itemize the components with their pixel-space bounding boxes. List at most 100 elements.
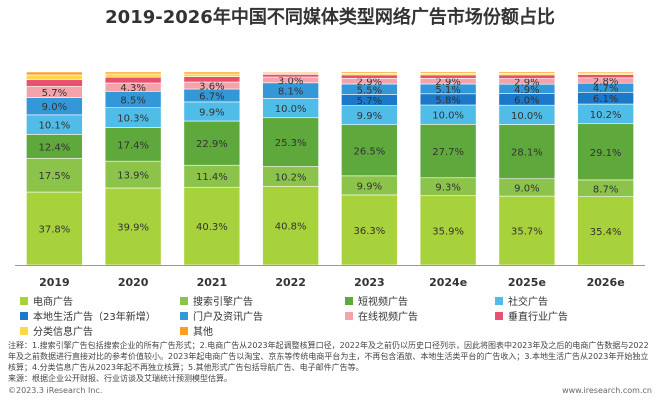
data-label: 4.7% (593, 84, 618, 95)
x-tick-label: 2023 (354, 276, 385, 289)
legend-label: 分类信息广告 (33, 325, 93, 338)
x-tick-label: 2026e (587, 276, 625, 289)
legend-swatch (495, 297, 503, 305)
data-label: 5.7% (357, 96, 382, 107)
data-label: 35.4% (590, 227, 622, 238)
bar-segment (577, 74, 634, 79)
data-label: 3.0% (278, 76, 303, 87)
notes: 注释：1.搜索引擎广告包括搜索企业的所有广告形式；2.电商广告从2023年起调整… (8, 340, 653, 384)
data-label: 13.9% (117, 171, 149, 182)
data-label: 27.7% (432, 147, 464, 158)
bar-segment (104, 71, 162, 75)
data-label: 6.1% (593, 94, 618, 105)
data-label: 8.1% (278, 87, 303, 98)
bar-segment (104, 76, 162, 84)
data-label: 9.0% (514, 183, 539, 194)
bar-segment (26, 79, 83, 87)
legend-swatch (180, 312, 188, 320)
data-label: 12.4% (38, 142, 70, 153)
data-label: 28.1% (511, 148, 543, 159)
bar-segment (341, 74, 398, 79)
chart-title: 2019-2026年中国不同媒体类型网络广告市场份额占比 (105, 6, 555, 28)
data-label: 10.2% (590, 110, 622, 121)
bar-segment (26, 71, 83, 76)
note-text: 注释：1.搜索引擎广告包括搜索企业的所有广告形式；2.电商广告从2023年起调整… (8, 341, 649, 372)
data-label: 10.2% (275, 172, 307, 183)
bar-segment (104, 127, 162, 162)
bar-segment (104, 73, 162, 78)
legend-swatch (495, 312, 503, 320)
legend-label: 其他 (193, 325, 213, 338)
data-label: 2.9% (357, 77, 382, 88)
legend-swatch (345, 297, 353, 305)
data-label: 9.9% (357, 181, 382, 192)
data-label: 9.9% (199, 107, 224, 118)
bar-segment (26, 191, 83, 266)
bar-segment (262, 117, 319, 167)
bar-segment (183, 186, 241, 266)
data-label: 10.0% (275, 104, 307, 115)
legend-swatch (345, 312, 353, 320)
bar-segment (341, 124, 398, 177)
data-label: 17.5% (38, 171, 70, 182)
bar-segment (341, 71, 398, 74)
bar-segment (419, 71, 477, 74)
bar-segment (104, 187, 162, 266)
legend-label: 垂直行业广告 (508, 310, 568, 323)
bar-segment (419, 124, 477, 179)
data-label: 4.3% (120, 83, 145, 94)
legend-label: 门户及资讯广告 (193, 310, 263, 323)
website: www.iresearch.com.cn (562, 386, 652, 395)
bar-segment (262, 74, 319, 78)
data-label: 5.7% (42, 88, 67, 99)
data-label: 9.3% (435, 183, 460, 194)
legend-label: 短视频广告 (358, 295, 408, 308)
x-tick-label: 2019 (39, 276, 70, 289)
legend-label: 搜索引擎广告 (193, 295, 253, 308)
bar-segment (262, 71, 319, 74)
data-label: 2.9% (514, 77, 539, 88)
legend-swatch (180, 327, 188, 335)
legend-label: 社交广告 (508, 295, 548, 308)
legend-label: 在线视频广告 (358, 310, 418, 323)
data-label: 8.5% (120, 96, 145, 107)
data-label: 9.9% (357, 111, 382, 122)
data-label: 10.3% (117, 114, 149, 125)
data-label: 5.8% (435, 95, 460, 106)
data-label: 40.3% (196, 222, 228, 233)
bar-segment (498, 124, 556, 180)
bar-segment (183, 71, 241, 75)
data-label: 9.0% (42, 102, 67, 113)
data-label: 2.9% (435, 77, 460, 88)
copyright: ©2023.3 iResearch Inc. (8, 386, 103, 395)
data-label: 17.4% (117, 140, 149, 151)
bar-segment (419, 74, 477, 79)
bar-segment (183, 76, 241, 83)
legend-label: 电商广告 (33, 295, 73, 308)
bar-segment (104, 160, 162, 189)
legend-label: 本地生活广告（23年新增） (33, 310, 156, 323)
x-tick-label: 2020 (118, 276, 149, 289)
data-label: 26.5% (353, 146, 385, 157)
data-label: 29.1% (590, 148, 622, 159)
data-label: 40.8% (275, 222, 307, 233)
bar-segment (498, 71, 556, 74)
data-label: 35.9% (432, 226, 464, 237)
legend-swatch (20, 327, 28, 335)
data-label: 2.8% (593, 76, 618, 87)
legend-swatch (180, 297, 188, 305)
data-label: 25.3% (275, 138, 307, 149)
bar-segment (577, 71, 634, 74)
data-label: 36.3% (353, 226, 385, 237)
data-label: 39.9% (117, 222, 149, 233)
data-label: 10.0% (432, 111, 464, 122)
x-tick-label: 2025e (508, 276, 546, 289)
legend-swatch (20, 312, 28, 320)
x-tick-label: 2024e (429, 276, 467, 289)
data-label: 10.1% (38, 121, 70, 132)
data-label: 5.5% (357, 85, 382, 96)
data-label: 8.7% (593, 184, 618, 195)
x-tick-label: 2021 (197, 276, 228, 289)
data-label: 35.7% (511, 227, 543, 238)
